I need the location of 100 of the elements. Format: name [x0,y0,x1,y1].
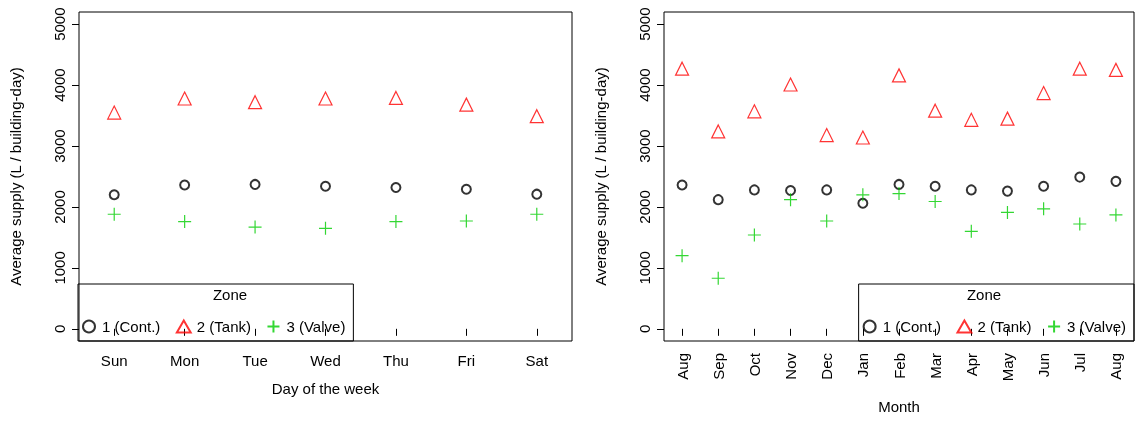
point [891,68,907,83]
point [1108,62,1124,77]
point [459,97,474,112]
legend-title: Zone [966,285,1002,303]
x-axis-title: Day of the week [271,380,380,397]
point [390,181,402,193]
point [1000,205,1015,220]
point [1074,171,1086,183]
point [318,221,333,236]
point [318,91,333,106]
point [819,213,834,229]
x-tick-label: Nov [782,352,800,380]
x-tick-label: Mon [170,352,200,369]
point [1036,85,1051,101]
legend-label: 2 (Tank) [977,318,1032,335]
point [247,95,263,110]
point [459,213,474,229]
y-tick-label: 1000 [51,251,68,285]
point [107,207,122,222]
point [855,187,870,202]
point [929,180,941,192]
point [1072,216,1087,232]
x-tick-label: May [998,352,1016,382]
x-tick-label: Sun [100,352,128,369]
point [108,189,120,201]
point [747,227,762,243]
point [529,109,544,124]
legend-label: 3 (Valve) [286,318,346,335]
point [783,192,798,207]
point [821,184,833,196]
point [857,197,869,209]
point [783,77,798,92]
point [177,91,192,106]
x-tick-label: Aug [1107,353,1125,380]
point [179,179,191,191]
x-tick-label: Mar [926,353,944,379]
point [249,178,261,190]
point [177,214,192,229]
legend-label: 1 (Cont.) [882,318,941,335]
x-tick-label: Oct [745,352,763,377]
point [711,271,726,286]
y-tick-label: 4000 [636,68,653,102]
point [965,184,977,196]
x-tick-label: Sep [709,353,727,380]
point [1001,185,1013,197]
y-axis-title: Average supply (L / building-day) [592,67,609,286]
point [388,214,404,229]
point [1072,61,1087,76]
x-tick-label: Tue [242,352,268,369]
point [676,179,688,191]
y-tick-label: 1000 [636,251,653,285]
point [1108,207,1124,222]
x-tick-label: Apr [962,353,980,377]
point [1036,201,1051,216]
point [964,112,979,127]
point [747,104,762,119]
y-axis-title: Average supply (L / building-day) [7,67,24,286]
y-tick-label: 3000 [636,129,653,163]
point [928,194,943,209]
legend-title: Zone [212,285,248,303]
x-tick-label: Dec [818,352,836,380]
point [460,183,472,195]
x-axis-title: Month [878,398,920,415]
point [855,130,870,145]
y-tick-label: 3000 [51,129,68,163]
y-tick-label: 0 [636,324,653,333]
point [964,224,979,239]
point [674,61,690,76]
y-tick-label: 2000 [636,190,653,224]
legend-label: 1 (Cont.) [102,318,161,335]
x-tick-label: Jul [1071,353,1089,373]
point [388,90,404,106]
point [1000,111,1015,126]
x-tick-label: Thu [383,352,409,369]
point [893,178,905,190]
point [674,248,690,263]
y-tick-label: 5000 [51,7,68,41]
point [711,124,726,139]
point [712,194,724,206]
point [1038,180,1050,192]
point [107,105,122,120]
point [891,186,907,201]
point [928,103,943,118]
point [320,180,331,192]
y-tick-label: 2000 [51,190,68,224]
legend-label: 3 (Valve) [1067,318,1127,335]
x-tick-label: Feb [890,353,908,379]
point [1110,175,1122,187]
x-tick-label: Wed [310,352,341,369]
point [247,219,263,235]
point [529,207,544,222]
y-tick-label: 0 [51,324,68,333]
point [531,188,543,200]
point [748,184,760,196]
legend-label: 2 (Tank) [196,318,251,335]
x-tick-label: Fri [457,352,476,369]
x-tick-label: Aug [673,353,691,380]
point [785,185,797,197]
point [819,127,834,143]
y-tick-label: 5000 [636,7,653,41]
